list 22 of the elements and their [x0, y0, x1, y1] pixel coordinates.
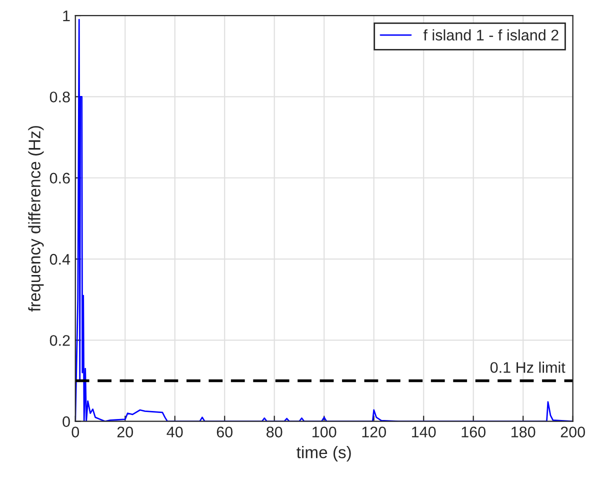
x-tick-label: 140 — [412, 426, 436, 438]
x-tick-label: 120 — [362, 426, 386, 438]
y-tick-label: 0.6 — [50, 172, 70, 184]
x-tick-label: 20 — [117, 426, 134, 438]
ref-line-label: 0.1 Hz limit — [490, 362, 566, 373]
y-tick-label: 0.2 — [50, 335, 70, 346]
y-tick-label: 0.8 — [50, 92, 70, 102]
x-axis-title: time (s) — [296, 446, 351, 462]
x-tick-label: 160 — [462, 426, 486, 438]
line-series — [75, 18, 573, 422]
y-tick-label: 0.4 — [50, 254, 70, 265]
x-tick-label: 0 — [72, 426, 80, 438]
y-tick-label: 0 — [62, 416, 70, 428]
legend-label: f island 1 - f island 2 — [423, 29, 558, 41]
x-tick-label: 200 — [560, 426, 585, 438]
x-tick-label: 80 — [266, 426, 282, 438]
y-axis-title: frequency difference (Hz) — [28, 126, 44, 312]
x-tick-label: 60 — [216, 426, 233, 438]
x-tick-label: 100 — [312, 426, 336, 438]
x-tick-label: 180 — [512, 426, 536, 438]
x-tick-label: 40 — [166, 426, 183, 438]
y-tick-label: 1 — [63, 10, 70, 22]
